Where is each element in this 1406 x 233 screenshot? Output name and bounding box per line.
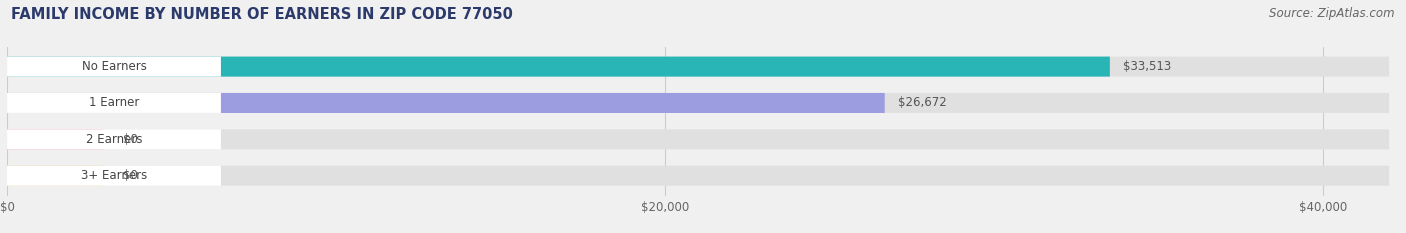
Text: No Earners: No Earners [82,60,146,73]
Text: 3+ Earners: 3+ Earners [82,169,148,182]
FancyBboxPatch shape [7,166,103,186]
FancyBboxPatch shape [7,129,103,149]
Text: 1 Earner: 1 Earner [89,96,139,110]
FancyBboxPatch shape [7,57,1109,77]
FancyBboxPatch shape [7,166,221,186]
Text: $0: $0 [122,133,138,146]
FancyBboxPatch shape [7,57,221,77]
FancyBboxPatch shape [7,57,1389,77]
FancyBboxPatch shape [7,93,884,113]
Text: Source: ZipAtlas.com: Source: ZipAtlas.com [1270,7,1395,20]
FancyBboxPatch shape [7,93,1389,113]
FancyBboxPatch shape [7,129,221,149]
FancyBboxPatch shape [7,129,1389,149]
Text: 2 Earners: 2 Earners [86,133,142,146]
Text: $33,513: $33,513 [1123,60,1171,73]
FancyBboxPatch shape [7,93,221,113]
Text: FAMILY INCOME BY NUMBER OF EARNERS IN ZIP CODE 77050: FAMILY INCOME BY NUMBER OF EARNERS IN ZI… [11,7,513,22]
Text: $26,672: $26,672 [898,96,946,110]
Text: $0: $0 [122,169,138,182]
FancyBboxPatch shape [7,166,1389,186]
